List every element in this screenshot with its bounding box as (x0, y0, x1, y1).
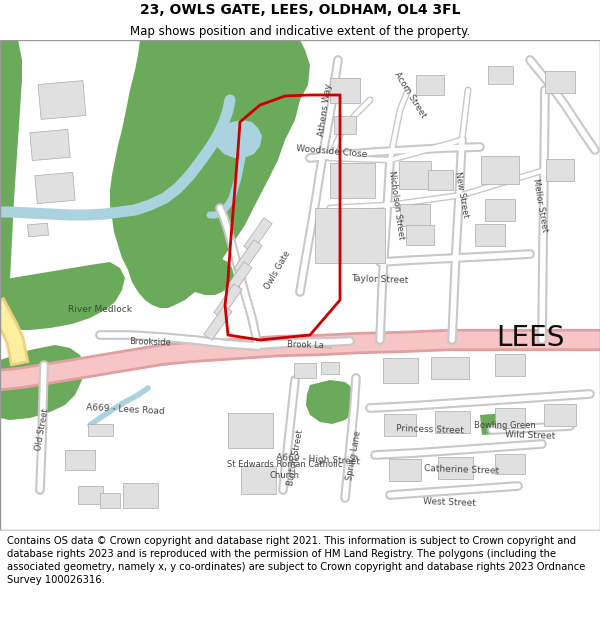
Polygon shape (234, 240, 262, 274)
Polygon shape (214, 284, 242, 318)
Text: LEES: LEES (496, 324, 564, 352)
Text: Brook La…: Brook La… (287, 340, 333, 350)
Polygon shape (100, 492, 120, 508)
Polygon shape (495, 454, 525, 474)
Polygon shape (204, 306, 232, 340)
Polygon shape (495, 408, 525, 428)
Polygon shape (334, 116, 356, 134)
Text: Catherine Street: Catherine Street (424, 464, 500, 476)
Polygon shape (88, 424, 113, 436)
Polygon shape (399, 161, 431, 189)
Polygon shape (546, 159, 574, 181)
Text: Old Street: Old Street (34, 408, 50, 452)
Polygon shape (431, 357, 469, 379)
Polygon shape (400, 204, 430, 226)
Polygon shape (294, 362, 316, 378)
Polygon shape (544, 404, 576, 426)
Text: Athens Way: Athens Way (317, 83, 333, 137)
Polygon shape (434, 411, 470, 433)
Polygon shape (406, 225, 434, 245)
Text: Acorn Street: Acorn Street (392, 71, 428, 119)
Polygon shape (30, 129, 70, 161)
Polygon shape (329, 162, 374, 198)
Polygon shape (487, 66, 512, 84)
Polygon shape (321, 362, 339, 374)
Polygon shape (77, 486, 103, 504)
Polygon shape (65, 450, 95, 470)
Polygon shape (28, 223, 49, 237)
Polygon shape (315, 208, 385, 262)
Text: Wild Street: Wild Street (505, 429, 555, 441)
Polygon shape (35, 173, 75, 204)
Text: Owls Gate: Owls Gate (263, 249, 293, 291)
Text: A669 - High Street: A669 - High Street (276, 453, 360, 467)
Text: Taylor Street: Taylor Street (351, 274, 409, 286)
Polygon shape (0, 40, 22, 280)
Text: A669 - Lees Road: A669 - Lees Road (86, 404, 164, 416)
Polygon shape (184, 255, 234, 295)
Polygon shape (416, 75, 444, 95)
Text: 23, OWLS GATE, LEES, OLDHAM, OL4 3FL: 23, OWLS GATE, LEES, OLDHAM, OL4 3FL (140, 3, 460, 17)
Polygon shape (481, 156, 519, 184)
Polygon shape (485, 199, 515, 221)
Polygon shape (545, 71, 575, 93)
Polygon shape (241, 466, 275, 494)
Polygon shape (306, 380, 358, 424)
Text: Mellor Street: Mellor Street (531, 177, 549, 232)
Polygon shape (110, 40, 310, 308)
Text: Nicholson Street: Nicholson Street (387, 170, 405, 240)
Polygon shape (227, 412, 272, 447)
Polygon shape (495, 354, 525, 376)
Polygon shape (0, 262, 125, 330)
Text: Woodside Close: Woodside Close (296, 144, 368, 159)
Text: Spring Lane: Spring Lane (345, 429, 363, 481)
Polygon shape (383, 357, 418, 382)
Text: River Medlock: River Medlock (68, 306, 132, 314)
Polygon shape (224, 262, 252, 296)
Polygon shape (0, 345, 85, 420)
Polygon shape (475, 224, 505, 246)
Polygon shape (122, 482, 157, 508)
Text: St Edwards Roman Catholic
Church: St Edwards Roman Catholic Church (227, 460, 343, 480)
Polygon shape (330, 78, 360, 102)
Text: Princess Street: Princess Street (396, 424, 464, 436)
Polygon shape (244, 217, 272, 252)
Polygon shape (389, 459, 421, 481)
Text: Bowling Green: Bowling Green (474, 421, 536, 431)
Polygon shape (427, 170, 452, 190)
Text: Contains OS data © Crown copyright and database right 2021. This information is : Contains OS data © Crown copyright and d… (7, 536, 586, 585)
Polygon shape (437, 457, 473, 479)
Polygon shape (480, 412, 522, 435)
Text: West Street: West Street (424, 497, 476, 508)
Text: Brookside: Brookside (129, 337, 171, 348)
Text: Burton Street: Burton Street (286, 429, 304, 487)
Polygon shape (214, 120, 262, 158)
Polygon shape (384, 414, 416, 436)
Text: New Street: New Street (454, 171, 470, 219)
Text: Map shows position and indicative extent of the property.: Map shows position and indicative extent… (130, 25, 470, 38)
Polygon shape (38, 81, 86, 119)
